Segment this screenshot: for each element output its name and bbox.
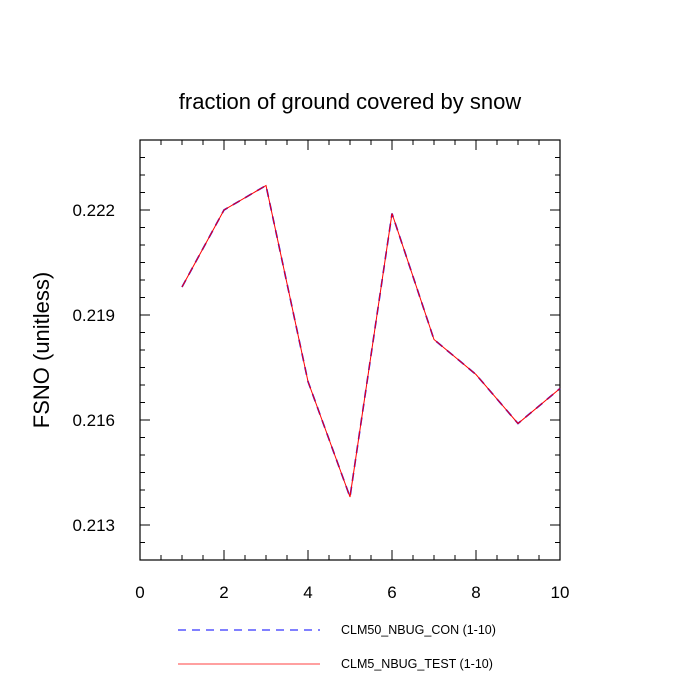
y-tick-label: 0.213 (72, 516, 115, 535)
x-tick-label: 4 (303, 583, 312, 602)
x-tick-label: 10 (551, 583, 570, 602)
x-tick-label: 2 (219, 583, 228, 602)
series-line-clm5-nbug-test-1-10 (181, 184, 561, 498)
x-tick-label: 8 (471, 583, 480, 602)
series-line-clm50-nbug-con-1-10 (181, 184, 561, 498)
series-lines (181, 184, 561, 498)
chart-title: fraction of ground covered by snow (179, 89, 522, 114)
legend-label-clm50-nbug-con: CLM50_NBUG_CON (1-10) (341, 623, 496, 637)
y-tick-label: 0.222 (72, 201, 115, 220)
y-axis-ticks: 0.213 0.216 0.219 0.222 (72, 139, 560, 561)
y-axis-label: FSNO (unitless) (29, 272, 54, 428)
x-tick-label: 6 (387, 583, 396, 602)
x-axis-ticks: 0 2 4 6 8 10 (135, 140, 569, 602)
y-tick-label: 0.219 (72, 306, 115, 325)
legend-label-clm5-nbug-test: CLM5_NBUG_TEST (1-10) (341, 657, 493, 671)
x-tick-label: 0 (135, 583, 144, 602)
y-tick-label: 0.216 (72, 411, 115, 430)
legend: CLM50_NBUG_CON (1-10) CLM5_NBUG_TEST (1-… (178, 623, 496, 671)
